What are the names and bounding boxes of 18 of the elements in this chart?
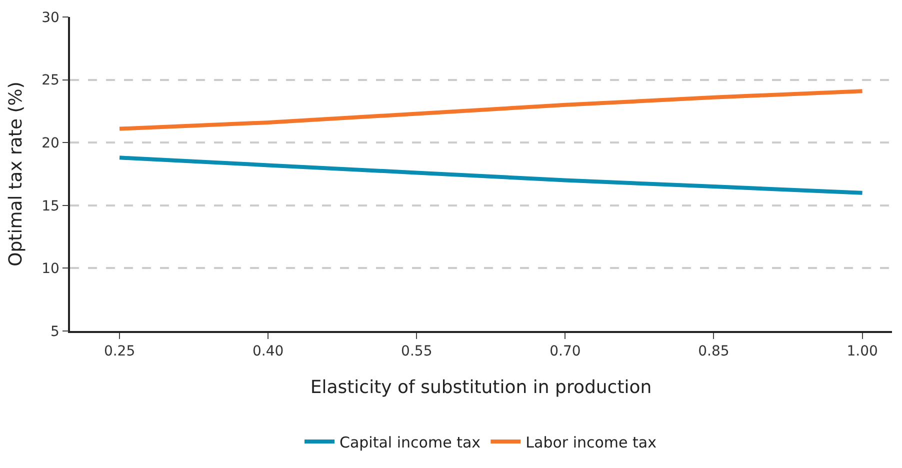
- y-tick-label: 5: [50, 324, 60, 340]
- legend-label: Capital income tax: [340, 433, 481, 452]
- legend-label: Labor income tax: [526, 433, 657, 452]
- y-axis-title: Optimal tax rate (%): [5, 82, 26, 266]
- x-axis-title: Elasticity of substitution in production: [310, 377, 652, 398]
- y-tick-label: 15: [42, 198, 60, 214]
- y-tick-label: 30: [42, 10, 60, 26]
- y-tick-label: 20: [42, 136, 60, 152]
- line-series: [118, 156, 864, 195]
- line-series: [118, 89, 864, 131]
- x-tick-label: 0.40: [252, 344, 284, 360]
- x-tick-label: 0.70: [550, 344, 581, 360]
- y-tick-label: 10: [42, 261, 60, 278]
- y-tick-label: 25: [42, 72, 60, 89]
- x-tick-label: 1.00: [846, 344, 878, 360]
- x-tick-label: 0.85: [698, 344, 730, 360]
- x-tick-label: 0.55: [401, 344, 432, 360]
- x-tick-label: 0.25: [104, 344, 136, 360]
